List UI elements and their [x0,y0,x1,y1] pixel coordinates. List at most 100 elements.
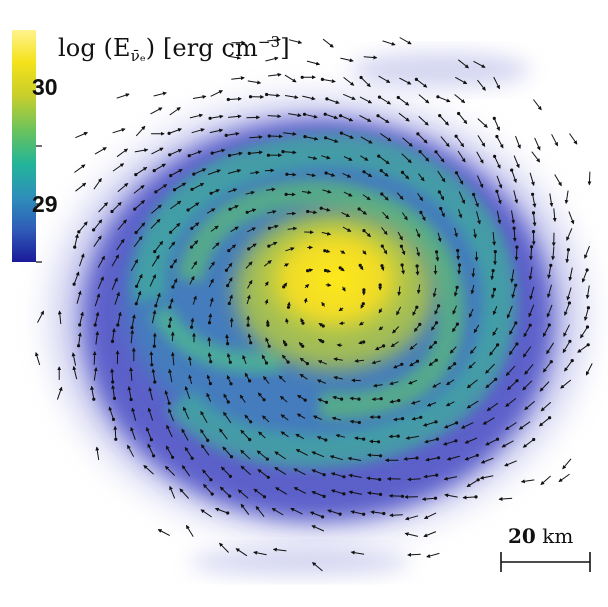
arrow-tail-dot [495,437,500,441]
velocity-arrow [404,532,419,537]
arrow-tail-dot [92,397,96,401]
velocity-arrow [127,444,135,457]
velocity-arrow [71,352,77,366]
arrow-tail-dot [549,360,553,364]
arrow-tail-dot [377,415,381,419]
velocity-arrow [410,400,421,405]
velocity-arrow [311,490,325,497]
velocity-arrow [240,465,252,476]
arrow-tail-dot [585,268,589,272]
arrow-tail-dot [531,230,536,234]
arrow-tail-dot [531,211,536,215]
velocity-arrow [485,378,497,389]
velocity-arrow [268,72,282,77]
arrow-tail-dot [169,265,174,269]
velocity-arrow [397,231,403,241]
arrow-tail-dot [342,475,346,479]
velocity-arrow [468,308,474,318]
velocity-arrow [56,386,63,400]
arrow-tail-dot [396,95,400,100]
colorbar-title: log (Eν̄ₑ) [erg cm−3] [58,28,290,70]
arrow-tail-dot [419,210,423,214]
velocity-arrow [564,302,570,316]
arrow-tail-dot [246,323,250,327]
velocity-arrow [169,149,183,156]
velocity-arrow [407,477,421,482]
velocity-arrow [112,128,126,134]
arrow-tail-dot [152,344,156,348]
velocity-arrow [266,93,281,98]
velocity-arrow [93,235,102,247]
velocity-arrow [511,210,516,224]
arrow-tail-dot [415,359,420,363]
velocity-arrow [250,170,260,175]
velocity-arrow [94,147,107,155]
velocity-arrow [170,331,175,342]
arrow-tail-dot [436,95,440,99]
velocity-arrow [489,344,498,356]
arrow-tail-dot [267,134,271,138]
scale-bar-value: 20 [508,524,536,548]
velocity-arrow [508,343,518,356]
velocity-arrow [566,228,573,241]
arrow-tail-dot [455,421,459,425]
velocity-arrow [551,246,556,261]
velocity-arrow [131,314,136,328]
velocity-arrow [317,360,327,365]
velocity-arrow [367,453,381,458]
colorbar-title-unit-close: ] [280,34,290,62]
arrow-tail-dot [362,340,366,344]
velocity-arrow [200,410,208,424]
velocity-arrow [522,346,532,358]
arrow-tail-dot [306,269,310,273]
velocity-arrow [340,249,346,254]
velocity-arrow [151,204,162,214]
arrow-tail-dot [493,154,497,158]
arrow-tail-dot [153,380,157,384]
velocity-arrow [398,112,410,122]
arrow-tail-dot [323,249,327,253]
velocity-arrow [564,190,569,205]
velocity-arrow [168,128,183,134]
velocity-arrow [321,301,326,307]
velocity-arrow [227,169,242,174]
arrow-tail-dot [377,440,381,444]
arrow-tail-dot [72,282,76,286]
velocity-arrow [285,318,289,324]
velocity-arrow [267,209,277,214]
velocity-arrow [476,175,484,189]
arrow-tail-dot [547,323,551,327]
arrow-tail-dot [190,187,194,191]
arrow-tail-dot [549,263,553,267]
velocity-arrow [532,212,537,227]
velocity-arrow [456,172,464,185]
velocity-arrow [445,379,455,386]
arrow-tail-dot [305,362,309,366]
velocity-arrow [416,247,421,257]
arrow-tail-dot [134,173,138,177]
velocity-arrow [168,241,176,250]
velocity-arrow [262,415,270,423]
velocity-arrow [295,449,309,456]
velocity-arrow [135,166,148,176]
velocity-arrow [237,489,249,499]
arrow-tail-dot [77,344,81,348]
velocity-arrow [343,93,356,100]
velocity-arrow [285,247,295,252]
arrow-tail-dot [457,111,461,116]
velocity-arrow [437,96,451,103]
velocity-arrow [485,363,495,374]
velocity-arrow [338,307,344,312]
velocity-arrow [506,305,513,319]
scale-bar-unit: km [542,524,574,548]
velocity-arrow [209,297,214,307]
arrow-tail-dot [586,306,591,310]
arrow-tail-dot [248,438,252,442]
colorbar-title-superscript: −3 [257,33,281,51]
velocity-arrow [245,190,255,195]
velocity-arrow [92,351,97,365]
velocity-arrow [558,473,570,483]
arrow-tail-dot [567,301,572,305]
velocity-arrow [155,292,161,306]
velocity-arrow [512,228,517,242]
